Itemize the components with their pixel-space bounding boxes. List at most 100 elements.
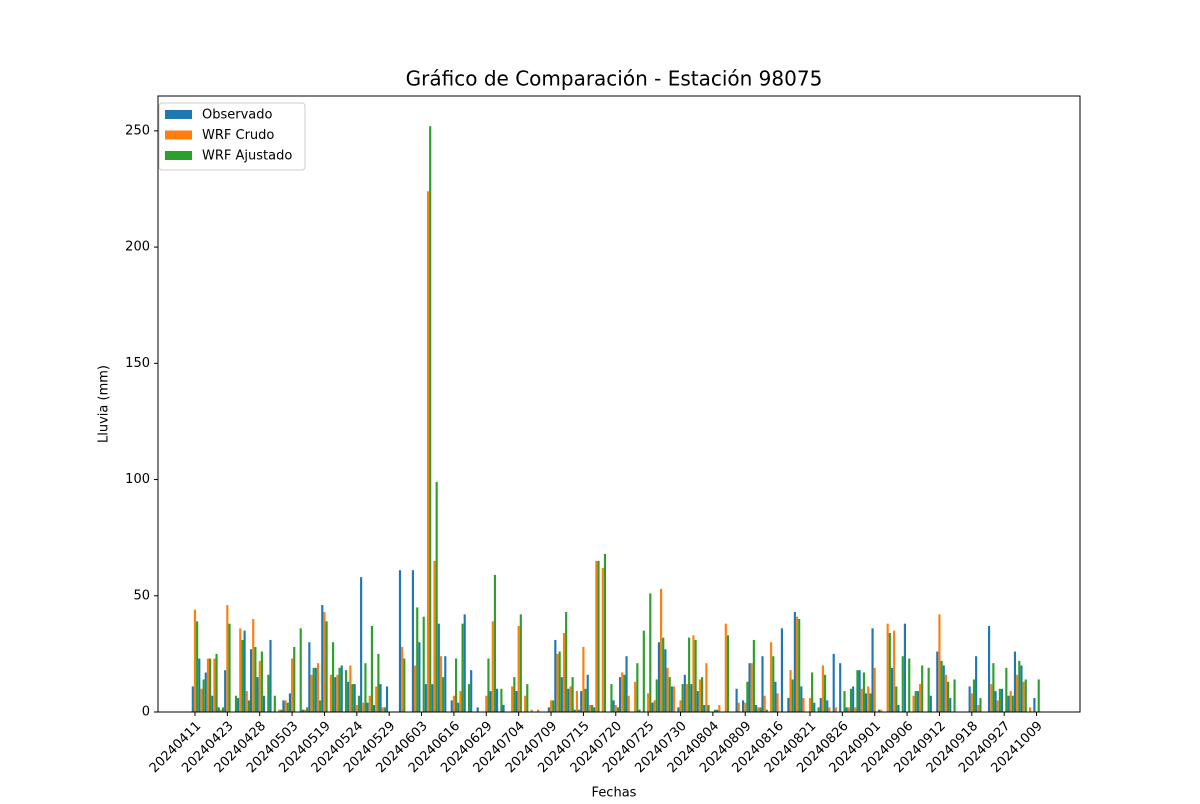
y-tick-label: 150 (125, 356, 150, 371)
bar (821, 665, 824, 712)
bar (852, 686, 855, 712)
bar (562, 632, 566, 712)
bar (303, 709, 307, 712)
bar (588, 705, 591, 712)
bar (554, 639, 557, 712)
bar (659, 588, 663, 712)
bar (247, 700, 251, 712)
bar (547, 707, 550, 712)
bar (634, 681, 637, 712)
bar (601, 567, 604, 712)
bar (250, 649, 253, 712)
bar (1037, 679, 1040, 712)
bar (366, 702, 369, 712)
bar (1013, 651, 1017, 712)
bar (500, 688, 503, 712)
bar (213, 658, 216, 712)
bar (610, 684, 613, 712)
bar (254, 646, 257, 712)
bar (269, 639, 272, 712)
bar (502, 705, 505, 712)
bar (273, 695, 276, 712)
bar (780, 628, 783, 712)
bar (603, 553, 607, 712)
bar (308, 642, 311, 712)
bar (487, 658, 490, 712)
bar (655, 679, 658, 712)
bar (726, 635, 730, 712)
bar (867, 686, 870, 712)
bar (625, 656, 628, 712)
bar (679, 700, 682, 712)
bar (1028, 707, 1032, 712)
bar (1018, 660, 1021, 712)
bar (901, 656, 904, 712)
bar (972, 679, 976, 712)
bar (694, 639, 697, 712)
bar (593, 707, 596, 712)
bar (442, 677, 445, 712)
bar (996, 700, 999, 712)
bar (431, 684, 434, 712)
bar (426, 191, 430, 712)
plot-frame (157, 95, 1081, 713)
bar (435, 481, 438, 712)
bar (560, 677, 563, 712)
legend-swatch (165, 110, 192, 119)
bar (869, 693, 872, 712)
y-tick-label: 200 (125, 240, 150, 255)
bar (832, 653, 835, 712)
bar (416, 607, 419, 712)
bar (927, 667, 930, 712)
bar (657, 642, 660, 712)
y-tick-label: 100 (125, 472, 150, 487)
bar (856, 670, 859, 712)
bar (953, 679, 956, 712)
bar (763, 695, 766, 712)
bar (664, 649, 667, 712)
bar (873, 667, 876, 712)
bar (332, 642, 335, 712)
bar (649, 593, 652, 712)
bar (942, 665, 945, 712)
bar (843, 691, 846, 712)
bar (703, 705, 706, 712)
bar (746, 681, 749, 712)
bar (558, 651, 561, 712)
bar (802, 698, 805, 712)
bar (381, 707, 384, 712)
bar (1020, 665, 1023, 712)
bar (573, 709, 576, 712)
bar (696, 691, 699, 712)
bar (491, 621, 494, 712)
bar (299, 628, 302, 712)
bar (677, 707, 680, 712)
bar (226, 605, 229, 712)
bar (360, 577, 363, 712)
bar (1007, 695, 1010, 712)
bar (325, 621, 328, 712)
bar (642, 630, 645, 712)
bar (938, 614, 941, 712)
bar (537, 709, 540, 712)
bar (280, 709, 283, 712)
bar (204, 672, 207, 712)
bar (817, 707, 820, 712)
bar (224, 670, 227, 712)
bar (627, 695, 630, 712)
bar (526, 684, 529, 712)
bar (310, 674, 313, 712)
bar (321, 605, 324, 712)
bar (795, 616, 799, 712)
bar (357, 695, 361, 712)
bar (455, 658, 458, 712)
bar (200, 688, 203, 712)
bar (191, 686, 194, 712)
bar (493, 574, 497, 712)
bar (278, 709, 281, 712)
bar (707, 705, 710, 712)
bar (398, 570, 402, 712)
bar (688, 637, 691, 712)
bar (385, 686, 389, 712)
bar (329, 674, 333, 712)
